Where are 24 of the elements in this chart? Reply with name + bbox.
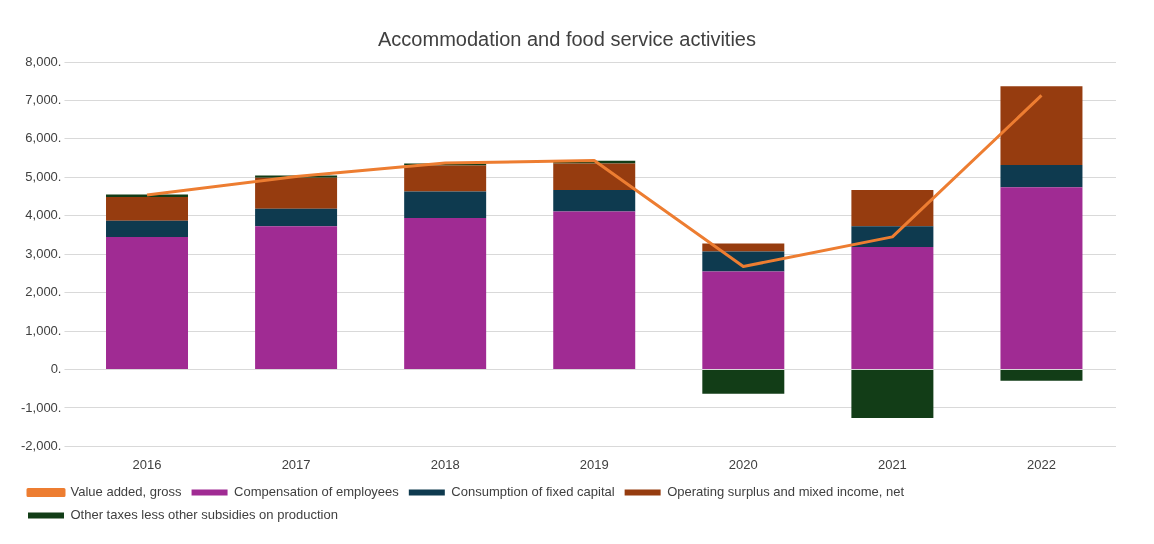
y-tick-label: 4,000. xyxy=(25,207,62,223)
y-tick-label: 8,000. xyxy=(25,53,62,69)
y-tick-label: 1,000. xyxy=(25,322,62,338)
y-tick-label: -2,000. xyxy=(20,437,62,453)
legend-label: Value added, gross xyxy=(70,484,183,500)
legend-label: Operating surplus and mixed income, net xyxy=(667,484,905,500)
legend-label: Other taxes less other subsidies on production xyxy=(70,507,338,523)
y-tick-label: 6,000. xyxy=(25,130,62,146)
x-tick-label: 2017 xyxy=(281,456,311,472)
chart-title: Accommodation and food service activities xyxy=(378,27,756,50)
y-tick-label: 2,000. xyxy=(25,284,62,300)
y-tick-label: 3,000. xyxy=(25,245,62,261)
legend-label: Consumption of fixed capital xyxy=(451,484,615,500)
legend-label: Compensation of employees xyxy=(234,484,400,500)
x-tick-label: 2018 xyxy=(430,456,460,472)
x-tick-label: 2019 xyxy=(579,456,609,472)
x-tick-label: 2020 xyxy=(728,456,758,472)
y-tick-label: 5,000. xyxy=(25,168,62,184)
x-tick-label: 2022 xyxy=(1027,456,1056,472)
y-tick-label: 0. xyxy=(50,361,62,377)
y-tick-label: -1,000. xyxy=(20,399,62,415)
x-tick-label: 2021 xyxy=(877,456,907,472)
x-tick-label: 2016 xyxy=(132,456,162,472)
y-tick-label: 7,000. xyxy=(25,92,62,108)
